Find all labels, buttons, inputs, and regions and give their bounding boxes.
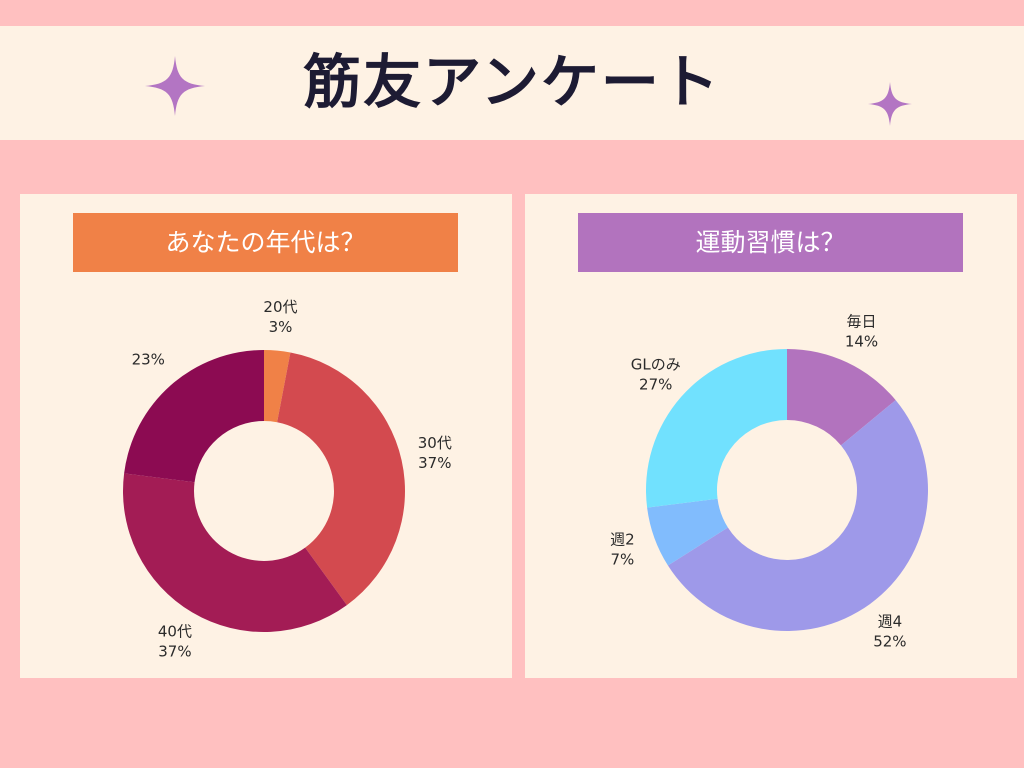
slice-name: 週4 bbox=[878, 613, 903, 631]
slice-name: 30代 bbox=[418, 434, 452, 452]
donut-slice bbox=[124, 350, 265, 483]
slice-name: 40代 bbox=[158, 623, 192, 641]
sparkle-shape bbox=[868, 82, 912, 126]
slice-label: 毎日 14% bbox=[845, 313, 878, 351]
exercise-donut-chart: 毎日 14%週4 52%週2 7%GLのみ 27% bbox=[610, 313, 929, 651]
slice-percent: 7% bbox=[610, 550, 634, 568]
slice-percent: 3% bbox=[269, 318, 293, 336]
donut-slice bbox=[264, 350, 291, 423]
donut-slice bbox=[277, 352, 405, 606]
slice-label: 週2 7% bbox=[610, 530, 635, 568]
donut-slice bbox=[667, 400, 929, 632]
sparkle-shape bbox=[145, 56, 205, 116]
slice-name: 週2 bbox=[610, 530, 635, 548]
slice-name: 20代 bbox=[263, 298, 297, 316]
age-donut-chart: 20代 3%30代 37%40代 37%23% bbox=[122, 298, 452, 661]
exercise-chart-title: 運動習慣は？ bbox=[578, 213, 963, 272]
slice-name: 毎日 bbox=[847, 313, 877, 331]
slice-name: GLのみ bbox=[631, 355, 681, 373]
donut-slice bbox=[122, 473, 347, 632]
age-chart-panel: あなたの年代は？ 20代 3% 30代 37% 40代 37% 23% bbox=[20, 194, 512, 678]
age-chart-title: あなたの年代は？ bbox=[73, 213, 458, 272]
slice-percent: 52% bbox=[873, 633, 906, 651]
slice-percent: 14% bbox=[845, 333, 878, 351]
page-title: 筋友アンケート bbox=[303, 48, 721, 116]
slice-label: 23% bbox=[132, 351, 165, 369]
slice-label: GLのみ 27% bbox=[631, 355, 681, 393]
slice-percent: 23% bbox=[132, 351, 165, 369]
exercise-chart-panel: 運動習慣は？ 毎日 14% 週4 52% 週2 7% GLのみ 27% bbox=[525, 194, 1017, 678]
header-banner: 筋友アンケート bbox=[0, 26, 1024, 140]
slice-label: 20代 3% bbox=[263, 298, 297, 336]
sparkle-icon bbox=[868, 82, 912, 126]
slice-label: 40代 37% bbox=[158, 623, 192, 661]
slice-label: 30代 37% bbox=[418, 434, 452, 472]
slice-percent: 37% bbox=[158, 643, 191, 661]
donut-slice bbox=[646, 349, 787, 508]
slice-percent: 37% bbox=[418, 454, 451, 472]
slice-percent: 27% bbox=[639, 375, 672, 393]
donut-slice bbox=[787, 349, 896, 446]
slice-label: 週4 52% bbox=[873, 613, 906, 651]
sparkle-icon bbox=[145, 56, 205, 116]
donut-slice bbox=[647, 498, 728, 566]
